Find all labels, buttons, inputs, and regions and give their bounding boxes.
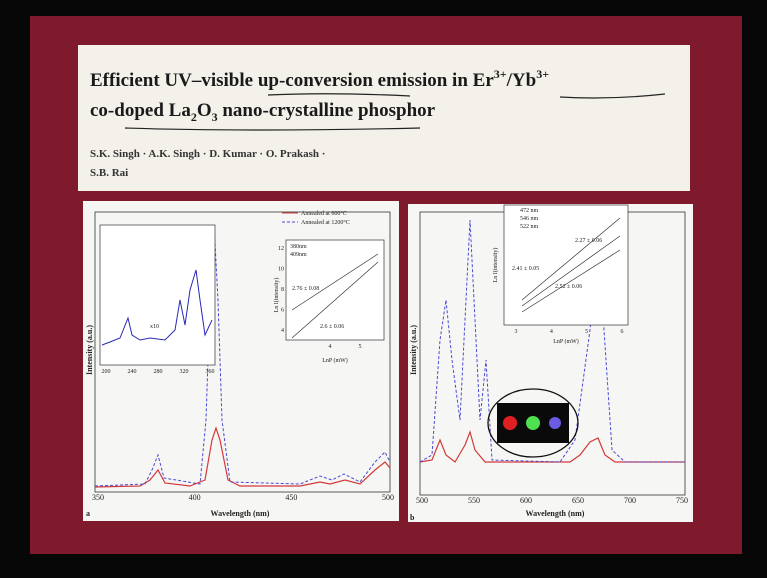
x-axis-label: Wavelength (nm) <box>211 509 270 518</box>
red-spot <box>503 416 517 430</box>
slope-annotation: 2.6 ± 0.06 <box>320 324 344 330</box>
tick-label: 450 <box>285 493 297 502</box>
y-axis-label: Intensity (a.u.) <box>409 325 418 375</box>
title-part: Efficient UV–visible up-conversion emiss… <box>90 70 494 91</box>
title-line-1: Efficient UV–visible up-conversion emiss… <box>90 67 549 91</box>
tick-label: 360 <box>206 369 215 375</box>
inset-power <box>504 205 628 325</box>
tick-label: 12 <box>278 246 284 252</box>
legend-entry: Annealed at 600°C <box>301 210 347 217</box>
tick-label: 500 <box>382 493 394 502</box>
slide: Efficient UV–visible up-conversion emiss… <box>0 0 767 578</box>
tick-label: 400 <box>189 493 201 502</box>
inset-annotation: x10 <box>150 324 159 330</box>
tick-label: 4 <box>329 344 332 350</box>
y-axis-label: Intensity (a.u.) <box>85 325 94 375</box>
title-line-2: co-doped La2O3 nano-crystalline phosphor <box>90 100 436 124</box>
tick-label: 350 <box>92 493 104 502</box>
title-part: /Yb <box>506 70 537 91</box>
legend-entry: 380nm <box>290 244 307 250</box>
tick-label: 750 <box>676 496 688 505</box>
tick-label: 4 <box>281 328 284 334</box>
title-part: nano-crystalline phosphor <box>218 100 436 121</box>
inset-x-label: LnP (mW) <box>322 357 348 364</box>
title-sup: 3+ <box>536 67 549 81</box>
tick-label: 8 <box>281 287 284 293</box>
tick-label: 240 <box>128 369 137 375</box>
legend-entry: 472 nm <box>520 208 539 214</box>
title-sup: 3+ <box>494 67 507 81</box>
legend-entry: 409nm <box>290 252 307 258</box>
slope-annotation: 2.52 ± 0.06 <box>555 284 582 290</box>
tick-label: 280 <box>154 369 163 375</box>
slope-annotation: 2.27 ± 0.06 <box>575 238 602 244</box>
green-spot <box>526 416 540 430</box>
title-part: O <box>197 100 212 121</box>
tick-label: 600 <box>520 496 532 505</box>
tick-label: 650 <box>572 496 584 505</box>
tick-label: 550 <box>468 496 480 505</box>
title-part: co-doped La <box>90 100 191 121</box>
inset-y-label: Ln I(intensity) <box>273 278 280 313</box>
panel-label: a <box>86 509 90 518</box>
tick-label: 3 <box>515 329 518 335</box>
tick-label: 6 <box>621 329 624 335</box>
blue-spot <box>549 417 561 429</box>
x-axis-label: Wavelength (nm) <box>526 509 585 518</box>
slope-annotation: 2.76 ± 0.08 <box>292 286 319 292</box>
tick-label: 700 <box>624 496 636 505</box>
inset-x-label: LnP (mW) <box>553 338 579 345</box>
inset-uv <box>100 225 215 365</box>
tick-label: 10 <box>278 267 284 273</box>
tick-label: 6 <box>281 308 284 314</box>
tick-label: 320 <box>180 369 189 375</box>
tick-label: 5 <box>585 329 588 335</box>
inset-y-label: Ln I(intensity) <box>492 248 499 283</box>
authors: S.B. Rai <box>90 167 128 179</box>
panel-label: b <box>410 513 415 522</box>
legend-entry: Annealed at 1200°C <box>301 219 350 226</box>
tick-label: 200 <box>102 369 111 375</box>
authors: S.K. Singh · A.K. Singh · D. Kumar · O. … <box>90 148 325 160</box>
slope-annotation: 2.41 ± 0.05 <box>512 266 539 272</box>
tick-label: 5 <box>359 344 362 350</box>
tick-label: 500 <box>416 496 428 505</box>
legend-entry: 522 nm <box>520 224 539 230</box>
legend-entry: 546 nm <box>520 216 539 222</box>
tick-label: 4 <box>550 329 553 335</box>
